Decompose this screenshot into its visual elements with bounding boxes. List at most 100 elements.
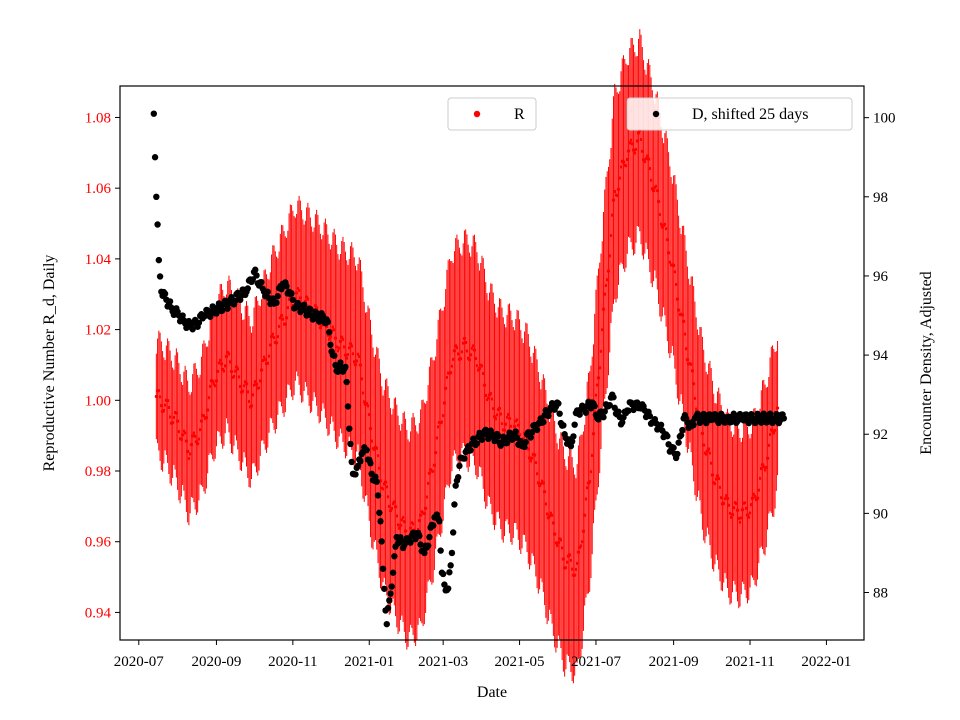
r-point <box>568 553 572 557</box>
d-point <box>679 426 686 434</box>
d-point <box>327 341 334 348</box>
d-point <box>764 418 771 426</box>
d-point <box>391 553 398 560</box>
d-point <box>206 313 214 320</box>
r-point <box>227 352 231 356</box>
r-point <box>246 390 250 394</box>
r-point <box>279 314 284 318</box>
r-point <box>332 328 336 332</box>
r-point <box>486 396 490 400</box>
d-point <box>307 306 314 313</box>
d-point <box>399 544 407 552</box>
r-point <box>570 567 574 571</box>
r-point <box>355 359 359 363</box>
r-point <box>710 473 715 477</box>
d-point <box>374 492 382 499</box>
r-point <box>327 337 331 341</box>
d-point <box>470 435 477 442</box>
d-point <box>540 418 547 426</box>
r-point <box>645 154 649 158</box>
r-point <box>743 501 747 505</box>
r-point <box>629 138 633 142</box>
r-point <box>232 374 236 378</box>
d-point <box>556 410 563 417</box>
r-point <box>419 513 423 517</box>
r-point <box>729 515 733 519</box>
d-point <box>533 426 541 434</box>
r-point <box>596 376 601 380</box>
r-point <box>611 198 616 202</box>
r-point <box>445 375 449 379</box>
r-point <box>261 358 265 363</box>
r-point <box>772 431 776 435</box>
r-point <box>396 523 400 527</box>
r-point <box>219 362 224 366</box>
d-point <box>434 515 442 523</box>
d-point <box>389 569 397 576</box>
r-point <box>350 344 354 348</box>
r-point <box>459 357 463 361</box>
x-tick-label: 2021-05 <box>495 654 545 670</box>
r-point <box>168 415 172 419</box>
r-point <box>718 485 722 489</box>
d-point <box>743 411 750 418</box>
d-point <box>736 410 744 418</box>
r-point <box>475 364 479 368</box>
r-point <box>651 188 656 193</box>
r-point <box>159 404 163 408</box>
r-point <box>259 368 264 372</box>
r-point <box>732 506 736 510</box>
r-point <box>507 416 512 420</box>
r-point <box>735 508 740 512</box>
r-point <box>606 269 611 273</box>
r-point <box>502 428 507 432</box>
d-point <box>324 318 332 326</box>
d-point <box>407 539 414 546</box>
r-point <box>408 526 413 530</box>
r-point <box>734 501 738 506</box>
r-point <box>707 447 711 451</box>
r-point <box>694 407 698 411</box>
d-point <box>576 411 583 418</box>
r-point <box>456 352 460 356</box>
d-point <box>179 312 186 319</box>
r-point <box>715 474 720 478</box>
d-point <box>690 421 697 429</box>
d-point <box>779 411 786 418</box>
legend-r-box <box>447 97 537 131</box>
left-tick-label: 1.04 <box>85 252 112 268</box>
d-point <box>362 446 369 453</box>
d-point <box>386 597 393 604</box>
d-point <box>252 266 259 273</box>
r-point <box>579 544 583 548</box>
d-point <box>773 410 780 418</box>
r-point <box>740 508 745 512</box>
r-point <box>383 480 388 484</box>
d-point <box>730 410 737 417</box>
d-point <box>387 590 394 597</box>
d-point <box>325 329 333 336</box>
r-point <box>269 334 274 339</box>
left-tick-label: 0.94 <box>85 605 112 621</box>
r-point <box>244 382 249 386</box>
r-point <box>625 157 629 162</box>
d-point <box>694 410 701 417</box>
r-point <box>516 423 520 427</box>
r-point <box>198 428 202 432</box>
d-point <box>728 418 735 426</box>
r-point <box>242 384 246 388</box>
d-point <box>348 458 355 466</box>
r-point <box>267 354 271 358</box>
d-point <box>443 586 451 594</box>
d-point <box>377 518 384 525</box>
r-point <box>426 481 430 485</box>
x-tick-label: 2021-11 <box>725 654 774 670</box>
d-point <box>357 458 364 465</box>
d-point <box>630 406 637 414</box>
r-point <box>435 436 439 440</box>
d-point <box>497 442 504 449</box>
d-point <box>447 562 454 569</box>
r-point <box>183 431 187 435</box>
r-point <box>556 540 560 545</box>
r-point <box>621 160 626 164</box>
